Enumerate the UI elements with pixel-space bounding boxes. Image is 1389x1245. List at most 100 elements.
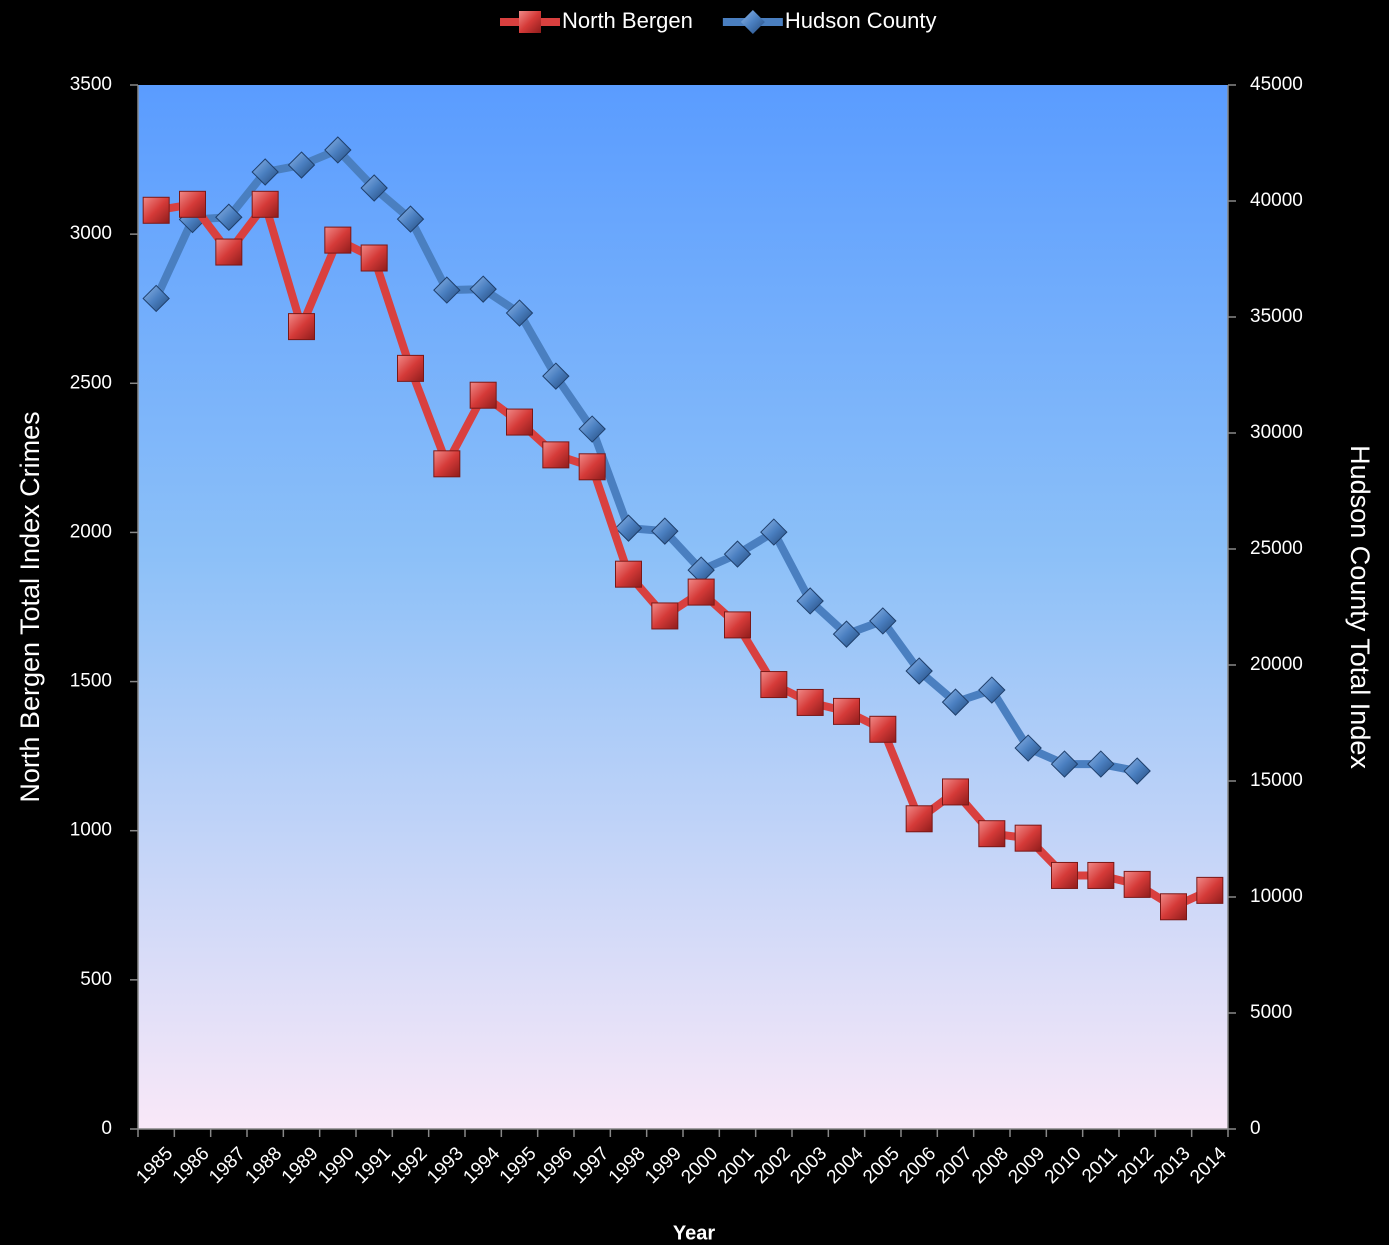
x-axis-title: Year bbox=[673, 1222, 715, 1244]
y-tick-label: 1000 bbox=[70, 820, 112, 841]
x-tick-label: 1996 bbox=[532, 1143, 577, 1188]
x-tick-label: 1990 bbox=[314, 1143, 359, 1188]
x-tick-label: 1986 bbox=[169, 1143, 214, 1188]
marker bbox=[724, 611, 751, 639]
y2-tick-label: 5000 bbox=[1250, 1002, 1292, 1023]
marker bbox=[760, 518, 788, 546]
x-tick-label: 1997 bbox=[569, 1143, 614, 1188]
x-tick-label: 2011 bbox=[1078, 1143, 1122, 1187]
x-tick-label: 1994 bbox=[460, 1143, 505, 1188]
y2-tick-label: 20000 bbox=[1250, 654, 1303, 675]
marker bbox=[905, 805, 933, 833]
marker bbox=[505, 299, 534, 327]
marker bbox=[1014, 734, 1042, 762]
y-tick-label: 1500 bbox=[70, 671, 112, 692]
marker bbox=[360, 174, 388, 202]
marker bbox=[288, 313, 315, 341]
marker bbox=[215, 238, 243, 266]
marker bbox=[179, 190, 206, 218]
marker bbox=[760, 671, 788, 699]
legend-marker bbox=[740, 10, 765, 34]
marker bbox=[1087, 861, 1115, 889]
y2-tick-label: 0 bbox=[1250, 1118, 1261, 1139]
x-tick-label: 2006 bbox=[896, 1143, 941, 1188]
marker bbox=[687, 578, 715, 606]
marker bbox=[578, 415, 606, 443]
marker bbox=[142, 284, 170, 313]
marker bbox=[1123, 757, 1151, 785]
x-tick-label: 1989 bbox=[278, 1143, 323, 1188]
x-tick-label: 2004 bbox=[823, 1143, 868, 1188]
x-tick-label: 1998 bbox=[605, 1143, 650, 1188]
x-tick-label: 1992 bbox=[387, 1143, 432, 1188]
marker bbox=[1014, 824, 1042, 852]
x-tick-label: 2001 bbox=[714, 1143, 759, 1188]
marker bbox=[469, 275, 497, 303]
marker bbox=[396, 205, 425, 233]
x-tick-label: 2014 bbox=[1186, 1143, 1231, 1188]
x-tick-label: 2010 bbox=[1041, 1143, 1086, 1188]
y-axis-title: North Bergen Total Index Crimes bbox=[15, 411, 45, 802]
marker bbox=[215, 203, 243, 231]
y-tick-label: 2000 bbox=[70, 521, 112, 542]
marker bbox=[324, 226, 352, 254]
legend-label: Hudson County bbox=[785, 8, 937, 33]
marker bbox=[869, 607, 897, 635]
x-tick-label: 1987 bbox=[205, 1143, 250, 1188]
x-tick-label: 2013 bbox=[1150, 1143, 1195, 1188]
marker bbox=[542, 441, 570, 469]
marker bbox=[251, 158, 279, 186]
legend-marker bbox=[519, 11, 541, 33]
marker bbox=[941, 688, 970, 716]
marker bbox=[651, 602, 679, 630]
marker bbox=[796, 587, 824, 615]
marker bbox=[614, 514, 643, 542]
marker bbox=[1087, 750, 1115, 778]
marker bbox=[832, 620, 861, 648]
y2-tick-label: 35000 bbox=[1250, 306, 1303, 327]
y2-axis-title: Hudson County Total Index bbox=[1345, 445, 1375, 769]
marker bbox=[1196, 876, 1224, 904]
marker bbox=[506, 408, 533, 436]
y-tick-label: 500 bbox=[80, 969, 112, 990]
y2-tick-label: 45000 bbox=[1250, 74, 1303, 95]
marker bbox=[433, 450, 461, 478]
marker bbox=[1051, 861, 1078, 889]
x-tick-label: 2002 bbox=[750, 1143, 795, 1188]
y-tick-label: 3000 bbox=[70, 223, 112, 244]
x-tick-label: 2008 bbox=[968, 1143, 1013, 1188]
marker bbox=[942, 778, 969, 806]
marker bbox=[397, 354, 424, 382]
y2-tick-label: 30000 bbox=[1250, 422, 1303, 443]
x-tick-label: 2000 bbox=[678, 1143, 723, 1188]
y2-tick-label: 25000 bbox=[1250, 538, 1303, 559]
marker bbox=[360, 244, 388, 272]
marker bbox=[542, 362, 570, 390]
marker bbox=[978, 820, 1006, 848]
marker bbox=[1050, 750, 1079, 778]
y2-tick-label: 15000 bbox=[1250, 770, 1303, 791]
y2-tick-label: 10000 bbox=[1250, 886, 1303, 907]
marker bbox=[433, 276, 461, 304]
x-tick-label: 1991 bbox=[351, 1143, 396, 1188]
y2-tick-label: 40000 bbox=[1250, 190, 1303, 211]
marker bbox=[1160, 893, 1187, 921]
x-tick-label: 1999 bbox=[641, 1143, 686, 1188]
x-tick-label: 2007 bbox=[932, 1143, 977, 1188]
marker bbox=[287, 151, 316, 179]
marker bbox=[833, 697, 860, 725]
x-tick-label: 1993 bbox=[423, 1143, 468, 1188]
series-line bbox=[152, 145, 1138, 775]
y-tick-label: 0 bbox=[101, 1118, 112, 1139]
marker bbox=[905, 657, 933, 685]
marker bbox=[469, 381, 497, 409]
marker bbox=[723, 540, 752, 568]
x-tick-label: 1985 bbox=[133, 1143, 178, 1188]
x-tick-label: 2012 bbox=[1114, 1143, 1159, 1188]
x-tick-label: 2003 bbox=[787, 1143, 832, 1188]
y-tick-label: 2500 bbox=[70, 372, 112, 393]
x-tick-label: 1995 bbox=[496, 1143, 541, 1188]
marker bbox=[869, 715, 897, 743]
legend-label: North Bergen bbox=[562, 8, 693, 33]
